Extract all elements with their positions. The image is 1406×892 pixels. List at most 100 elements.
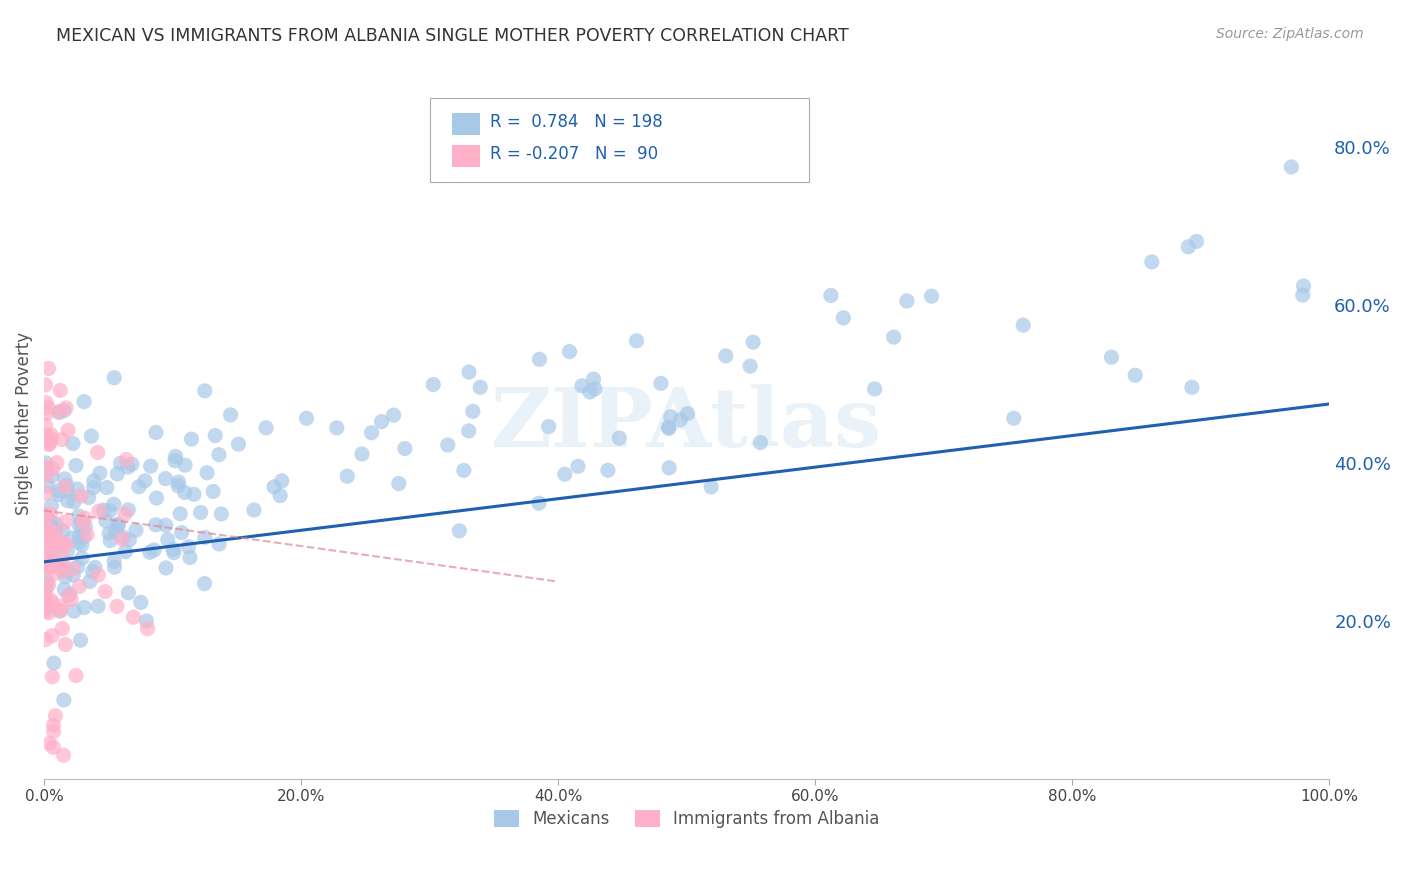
Point: [34, 581, 56, 595]
Point: [129, 595, 152, 609]
Point: [48, 404, 70, 418]
Point: [34, 508, 56, 522]
Point: [676, 407, 699, 421]
Point: [270, 474, 292, 488]
Point: [208, 537, 231, 551]
Point: [52, 565, 75, 579]
Point: [94, 584, 117, 599]
Point: [42, 536, 65, 550]
Point: [39, 515, 62, 529]
Point: [72, 515, 94, 529]
Point: [650, 376, 672, 391]
Point: [554, 467, 576, 482]
Point: [111, 532, 134, 546]
Point: [204, 428, 226, 442]
Point: [832, 310, 855, 325]
Point: [66, 560, 89, 574]
Point: [165, 454, 187, 468]
Point: [37, 478, 59, 492]
Y-axis label: Single Mother Poverty: Single Mother Poverty: [15, 332, 32, 516]
Point: [48, 405, 70, 419]
Point: [67, 518, 90, 533]
Point: [72, 530, 94, 544]
Point: [51, 433, 73, 447]
Point: [453, 463, 475, 477]
Point: [1177, 240, 1199, 254]
Point: [35, 598, 58, 612]
Point: [41, 670, 63, 684]
Point: [269, 489, 291, 503]
Point: [49, 384, 72, 398]
Point: [105, 599, 128, 614]
Point: [167, 479, 190, 493]
Point: [228, 437, 250, 451]
Point: [740, 359, 762, 373]
Point: [73, 600, 96, 615]
Point: [145, 425, 167, 440]
Point: [659, 409, 682, 424]
Point: [115, 452, 138, 467]
Point: [41, 629, 63, 643]
Point: [39, 559, 62, 574]
Point: [208, 448, 231, 462]
Point: [48, 558, 70, 573]
Point: [38, 559, 60, 574]
Point: [39, 554, 62, 568]
Point: [202, 484, 225, 499]
Point: [38, 558, 60, 572]
Point: [388, 476, 411, 491]
Point: [56, 544, 79, 558]
Point: [567, 459, 589, 474]
Point: [1002, 411, 1025, 425]
Point: [98, 504, 121, 518]
Point: [49, 603, 72, 617]
Point: [1181, 380, 1204, 394]
Point: [60, 592, 83, 607]
Point: [194, 384, 217, 398]
Point: [63, 604, 86, 618]
Point: [596, 463, 619, 477]
Point: [52, 693, 75, 707]
Point: [103, 560, 125, 574]
Point: [73, 394, 96, 409]
Point: [73, 511, 96, 525]
Point: [42, 462, 65, 476]
Point: [167, 475, 190, 489]
Point: [125, 523, 148, 537]
Point: [883, 330, 905, 344]
Point: [194, 530, 217, 544]
Bar: [451, 145, 479, 167]
Point: [135, 614, 157, 628]
Point: [173, 485, 195, 500]
Point: [87, 599, 110, 614]
Point: [658, 421, 681, 435]
Point: [195, 466, 218, 480]
Point: [177, 540, 200, 554]
Point: [156, 533, 179, 547]
Point: [863, 382, 886, 396]
Point: [136, 622, 159, 636]
Point: [77, 491, 100, 505]
Point: [62, 562, 84, 576]
Point: [53, 403, 76, 417]
Point: [49, 561, 72, 575]
Point: [117, 460, 139, 475]
Point: [35, 468, 58, 483]
Point: [42, 547, 65, 561]
Point: [35, 582, 58, 596]
Point: [162, 542, 184, 557]
Point: [179, 550, 201, 565]
Point: [44, 708, 66, 723]
Point: [52, 535, 75, 549]
Point: [183, 487, 205, 501]
Point: [263, 480, 285, 494]
Point: [52, 524, 75, 538]
Point: [70, 551, 93, 566]
Point: [700, 480, 723, 494]
Point: [39, 432, 62, 446]
Point: [558, 344, 581, 359]
Point: [37, 526, 59, 541]
Point: [51, 622, 73, 636]
Point: [436, 438, 458, 452]
Point: [143, 543, 166, 558]
